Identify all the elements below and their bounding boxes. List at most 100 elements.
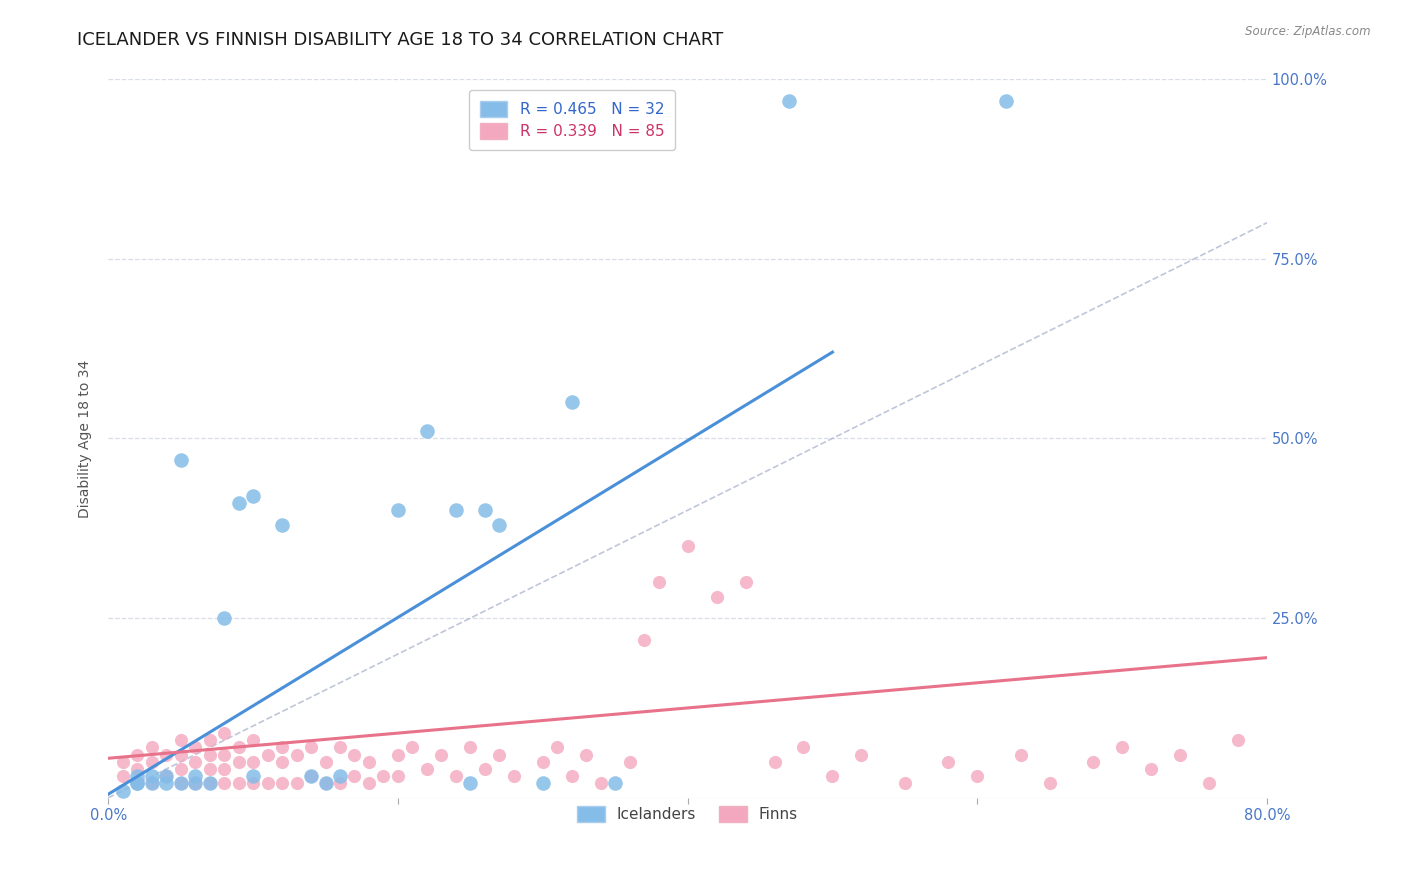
Point xyxy=(141,776,163,790)
Point xyxy=(633,632,655,647)
Point xyxy=(184,776,207,790)
Point xyxy=(299,769,322,783)
Point xyxy=(198,776,221,790)
Point xyxy=(198,776,221,790)
Point xyxy=(169,747,191,762)
Point xyxy=(1111,740,1133,755)
Point xyxy=(474,762,496,776)
Point xyxy=(242,733,264,747)
Point xyxy=(894,776,917,790)
Point xyxy=(212,762,235,776)
Point xyxy=(141,740,163,755)
Point xyxy=(169,762,191,776)
Point xyxy=(444,503,467,517)
Point xyxy=(315,755,337,769)
Point xyxy=(387,503,409,517)
Point xyxy=(127,747,149,762)
Point xyxy=(155,769,177,783)
Point xyxy=(401,740,423,755)
Point xyxy=(619,755,641,769)
Point xyxy=(271,517,294,532)
Text: Source: ZipAtlas.com: Source: ZipAtlas.com xyxy=(1246,25,1371,38)
Point xyxy=(387,769,409,783)
Point xyxy=(851,747,873,762)
Point xyxy=(966,769,988,783)
Point xyxy=(936,755,959,769)
Point xyxy=(676,539,699,553)
Point xyxy=(184,755,207,769)
Point xyxy=(155,776,177,790)
Point xyxy=(531,755,554,769)
Point xyxy=(357,755,380,769)
Point xyxy=(127,762,149,776)
Point xyxy=(184,740,207,755)
Point xyxy=(792,740,814,755)
Point xyxy=(460,740,482,755)
Point xyxy=(169,733,191,747)
Legend: Icelanders, Finns: Icelanders, Finns xyxy=(569,798,806,830)
Point xyxy=(198,747,221,762)
Point xyxy=(488,747,510,762)
Point xyxy=(329,776,352,790)
Point xyxy=(561,395,583,409)
Point xyxy=(271,755,294,769)
Point xyxy=(141,776,163,790)
Point xyxy=(763,755,786,769)
Point xyxy=(111,769,134,783)
Point xyxy=(416,424,439,438)
Point xyxy=(546,740,568,755)
Point xyxy=(169,776,191,790)
Point xyxy=(315,776,337,790)
Point xyxy=(329,740,352,755)
Point xyxy=(995,94,1018,108)
Point xyxy=(778,94,800,108)
Point xyxy=(460,776,482,790)
Point xyxy=(228,755,250,769)
Point xyxy=(169,776,191,790)
Point xyxy=(706,590,728,604)
Point xyxy=(242,769,264,783)
Point xyxy=(242,755,264,769)
Point xyxy=(111,783,134,797)
Point xyxy=(212,726,235,740)
Point xyxy=(1198,776,1220,790)
Point xyxy=(343,747,366,762)
Point xyxy=(228,740,250,755)
Point xyxy=(198,733,221,747)
Point xyxy=(184,776,207,790)
Point xyxy=(256,776,278,790)
Point xyxy=(299,769,322,783)
Point xyxy=(184,769,207,783)
Point xyxy=(141,755,163,769)
Point xyxy=(821,769,844,783)
Point xyxy=(228,776,250,790)
Point xyxy=(343,769,366,783)
Point xyxy=(531,776,554,790)
Point xyxy=(111,755,134,769)
Point xyxy=(141,769,163,783)
Point xyxy=(734,575,756,590)
Point xyxy=(430,747,453,762)
Point xyxy=(127,776,149,790)
Point xyxy=(212,776,235,790)
Point xyxy=(1168,747,1191,762)
Point xyxy=(575,747,598,762)
Point xyxy=(1010,747,1032,762)
Point xyxy=(1039,776,1062,790)
Point xyxy=(212,611,235,625)
Point xyxy=(212,747,235,762)
Point xyxy=(155,769,177,783)
Point xyxy=(502,769,524,783)
Point xyxy=(127,769,149,783)
Point xyxy=(228,496,250,510)
Text: ICELANDER VS FINNISH DISABILITY AGE 18 TO 34 CORRELATION CHART: ICELANDER VS FINNISH DISABILITY AGE 18 T… xyxy=(77,31,724,49)
Point xyxy=(285,747,308,762)
Point xyxy=(444,769,467,783)
Point xyxy=(416,762,439,776)
Point xyxy=(285,776,308,790)
Point xyxy=(127,776,149,790)
Point xyxy=(315,776,337,790)
Point xyxy=(605,776,627,790)
Point xyxy=(169,453,191,467)
Point xyxy=(242,776,264,790)
